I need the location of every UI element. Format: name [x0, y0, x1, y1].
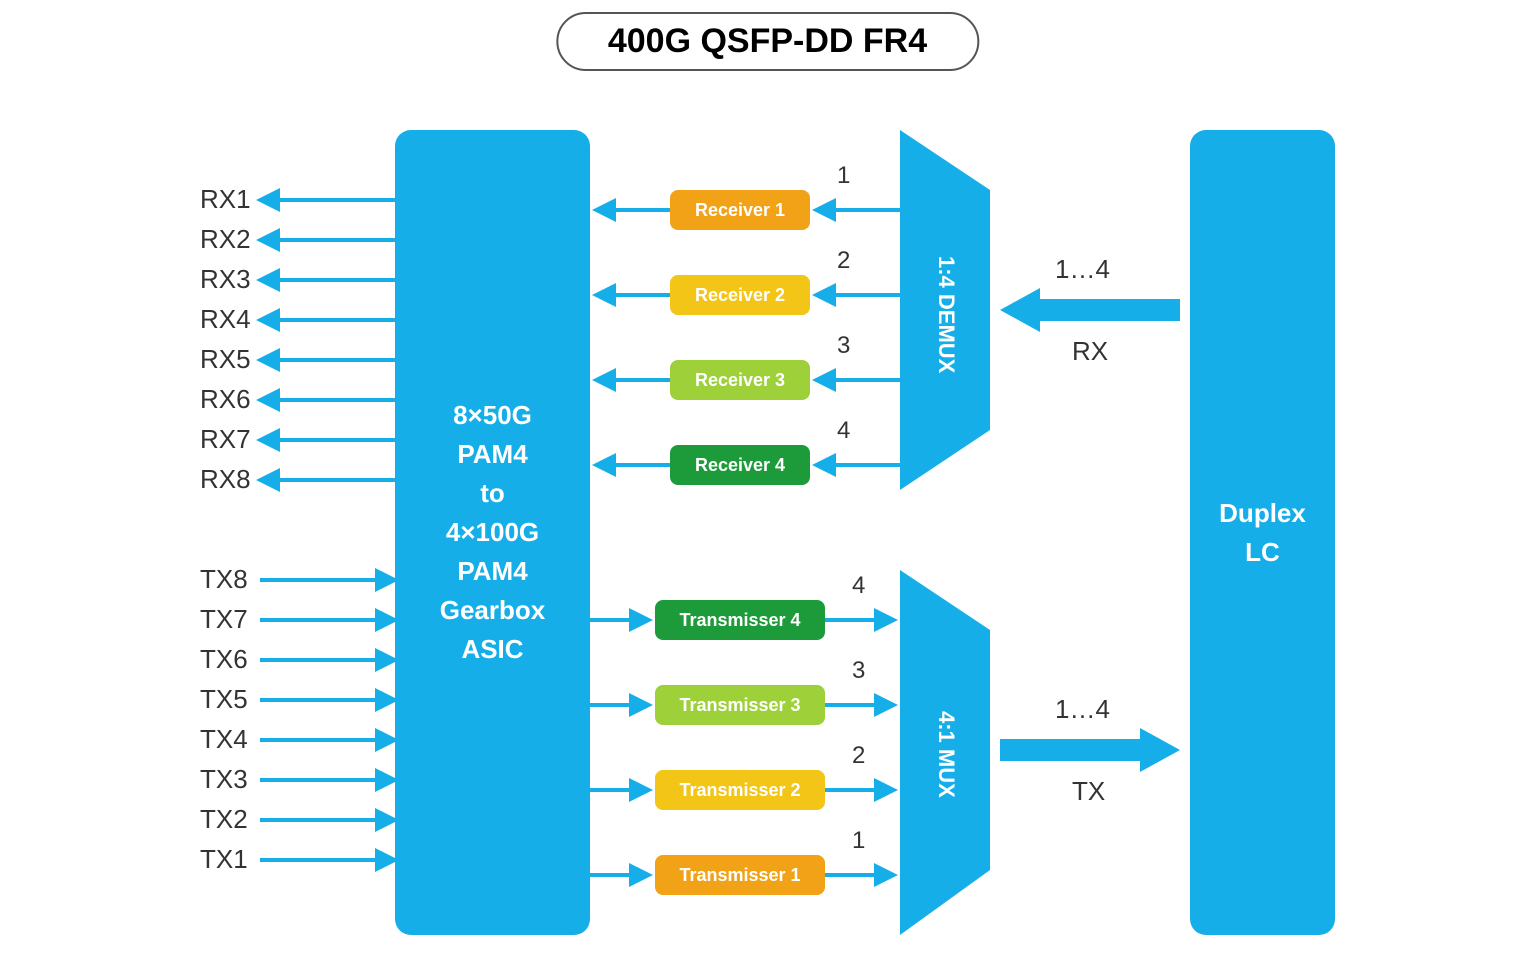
asic-block: 8×50G PAM4 to 4×100G PAM4 Gearbox ASIC	[395, 130, 590, 935]
transmitter-box: Transmisser 3	[655, 685, 825, 725]
receiver-box: Receiver 1	[670, 190, 810, 230]
title-text: 400G QSFP-DD FR4	[608, 22, 927, 60]
lane-label: TX6	[200, 644, 248, 675]
channel-number: 4	[852, 572, 865, 600]
receiver-box: Receiver 3	[670, 360, 810, 400]
lane-label: TX7	[200, 604, 248, 635]
lane-label: TX3	[200, 764, 248, 795]
lane-label: TX1	[200, 844, 248, 875]
channel-number: 2	[852, 742, 865, 770]
lane-label: RX3	[200, 264, 251, 295]
receiver-box: Receiver 4	[670, 445, 810, 485]
transmitter-box: Transmisser 4	[655, 600, 825, 640]
mux-demux-label: 4:1 MUX	[933, 711, 959, 798]
wavelength-range-label: 1…4	[1055, 254, 1110, 285]
lane-label: RX1	[200, 184, 251, 215]
transmitter-box: Transmisser 1	[655, 855, 825, 895]
channel-number: 3	[852, 657, 865, 685]
mux-demux-label: 1:4 DEMUX	[933, 256, 959, 373]
channel-number: 1	[852, 827, 865, 855]
channel-number: 1	[837, 162, 850, 190]
direction-label: RX	[1072, 336, 1108, 367]
receiver-box: Receiver 2	[670, 275, 810, 315]
lane-label: RX2	[200, 224, 251, 255]
diagram-title: 400G QSFP-DD FR4	[556, 12, 979, 71]
lane-label: RX8	[200, 464, 251, 495]
wavelength-range-label: 1…4	[1055, 694, 1110, 725]
lane-label: TX4	[200, 724, 248, 755]
direction-label: TX	[1072, 776, 1105, 807]
channel-number: 3	[837, 332, 850, 360]
duplex-lc-block: Duplex LC	[1190, 130, 1335, 935]
lane-label: TX5	[200, 684, 248, 715]
lane-label: TX8	[200, 564, 248, 595]
transmitter-box: Transmisser 2	[655, 770, 825, 810]
lane-label: RX4	[200, 304, 251, 335]
lane-label: RX6	[200, 384, 251, 415]
lane-label: RX7	[200, 424, 251, 455]
channel-number: 2	[837, 247, 850, 275]
channel-number: 4	[837, 417, 850, 445]
lane-label: TX2	[200, 804, 248, 835]
lane-label: RX5	[200, 344, 251, 375]
